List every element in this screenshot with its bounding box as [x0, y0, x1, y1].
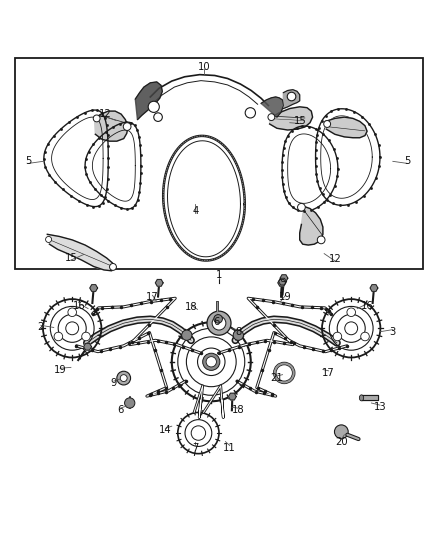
- Polygon shape: [280, 275, 288, 281]
- Circle shape: [110, 263, 117, 270]
- Text: 19: 19: [279, 293, 292, 302]
- Text: 4: 4: [192, 206, 198, 216]
- Text: 16: 16: [73, 301, 86, 311]
- Text: 6: 6: [214, 317, 220, 327]
- Circle shape: [82, 332, 90, 341]
- Circle shape: [297, 204, 305, 211]
- Text: 12: 12: [328, 254, 341, 264]
- Text: 20: 20: [335, 437, 348, 447]
- Text: 6: 6: [117, 405, 124, 415]
- Circle shape: [154, 113, 162, 122]
- Circle shape: [317, 236, 325, 244]
- Text: 18: 18: [185, 302, 198, 312]
- Text: 16: 16: [361, 301, 374, 311]
- Circle shape: [268, 114, 275, 120]
- Circle shape: [123, 123, 131, 131]
- Text: 9: 9: [111, 378, 117, 388]
- Text: 13: 13: [374, 402, 386, 413]
- Circle shape: [245, 108, 255, 118]
- Text: 10: 10: [198, 62, 210, 72]
- Polygon shape: [47, 235, 114, 271]
- Circle shape: [124, 398, 135, 408]
- Text: 11: 11: [223, 442, 236, 453]
- Text: 2: 2: [38, 322, 44, 333]
- Text: 1: 1: [216, 270, 222, 280]
- Circle shape: [347, 308, 356, 317]
- Ellipse shape: [359, 395, 364, 401]
- Circle shape: [233, 330, 244, 341]
- Circle shape: [207, 311, 231, 335]
- Circle shape: [206, 357, 216, 367]
- Text: 19: 19: [54, 366, 67, 375]
- Circle shape: [46, 237, 52, 243]
- Text: 14: 14: [159, 425, 172, 435]
- Circle shape: [148, 101, 159, 112]
- Circle shape: [345, 322, 358, 335]
- Text: 5: 5: [25, 156, 31, 166]
- Circle shape: [68, 308, 77, 317]
- Circle shape: [361, 332, 369, 341]
- Circle shape: [182, 330, 192, 341]
- Polygon shape: [279, 278, 286, 285]
- Text: 17: 17: [322, 368, 335, 378]
- Circle shape: [54, 332, 63, 341]
- Circle shape: [120, 375, 127, 382]
- Polygon shape: [370, 285, 378, 292]
- Circle shape: [333, 332, 342, 341]
- Text: 12: 12: [99, 109, 112, 119]
- Text: 5: 5: [405, 156, 411, 166]
- Polygon shape: [229, 393, 236, 400]
- Polygon shape: [283, 90, 300, 109]
- Text: 17: 17: [146, 293, 159, 302]
- Polygon shape: [155, 279, 163, 286]
- Circle shape: [324, 120, 331, 127]
- Bar: [15, 58, 423, 269]
- Polygon shape: [95, 111, 128, 141]
- Polygon shape: [300, 206, 323, 245]
- Text: 7: 7: [192, 442, 198, 453]
- Polygon shape: [278, 279, 286, 286]
- Circle shape: [117, 372, 131, 385]
- Circle shape: [287, 92, 296, 101]
- Circle shape: [203, 353, 220, 370]
- Text: 21: 21: [271, 373, 283, 383]
- Polygon shape: [84, 343, 92, 350]
- Polygon shape: [325, 117, 367, 138]
- Text: 15: 15: [294, 116, 307, 126]
- Text: 3: 3: [390, 327, 396, 337]
- Circle shape: [66, 322, 79, 335]
- Polygon shape: [261, 97, 283, 117]
- Circle shape: [335, 425, 348, 439]
- Polygon shape: [90, 285, 98, 292]
- Polygon shape: [361, 395, 378, 400]
- Circle shape: [214, 314, 223, 323]
- Text: 8: 8: [235, 327, 241, 337]
- Circle shape: [93, 115, 100, 122]
- Polygon shape: [135, 82, 162, 120]
- Text: 18: 18: [232, 405, 245, 415]
- Polygon shape: [270, 107, 313, 130]
- Circle shape: [212, 316, 226, 330]
- Text: 15: 15: [64, 253, 77, 263]
